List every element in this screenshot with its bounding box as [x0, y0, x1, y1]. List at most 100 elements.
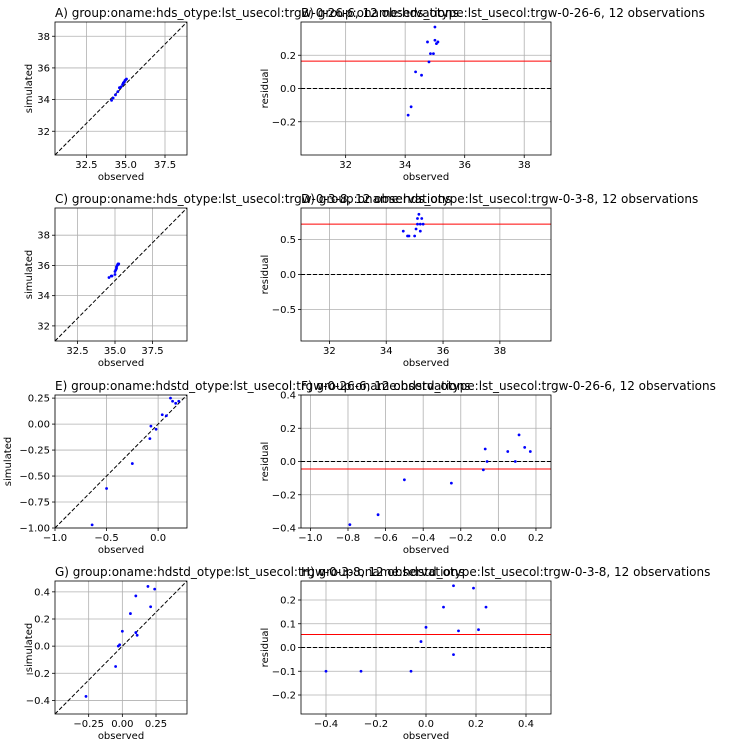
data-point [506, 450, 510, 453]
x-tick-label: 35.0 [104, 346, 126, 357]
data-point [449, 481, 453, 485]
one-to-one-line [55, 208, 187, 341]
plot-frame [54, 21, 188, 156]
data-point [414, 70, 417, 74]
y-tick-label: 0.2 [34, 615, 50, 626]
y-axis-label: simulated [24, 250, 35, 299]
data-point [417, 212, 421, 216]
data-point [84, 694, 88, 698]
y-tick-label: 38 [37, 231, 50, 242]
x-tick-label: 0.2 [528, 533, 544, 544]
data-point [484, 605, 488, 609]
x-tick-label: 32.5 [66, 346, 88, 357]
data-point [113, 273, 117, 276]
x-tick-label: 35.0 [115, 160, 137, 171]
one-to-one-line [55, 581, 187, 714]
y-tick-label: 0.0 [34, 642, 50, 653]
y-tick-label: −0.2 [272, 117, 296, 128]
data-point [485, 460, 489, 463]
x-tick-label: −0.5 [94, 533, 118, 544]
data-point [177, 399, 181, 403]
y-tick-label: 0.00 [28, 420, 50, 431]
data-point [402, 478, 406, 482]
data-point [421, 222, 425, 226]
x-tick-label: −0.4 [314, 719, 338, 730]
y-tick-label: 32 [37, 321, 50, 332]
x-tick-label: 0.0 [150, 533, 166, 544]
data-point [409, 105, 413, 109]
x-tick-label: −1.0 [43, 533, 67, 544]
x-tick-label: −0.25 [73, 719, 104, 730]
data-point [111, 96, 115, 100]
x-tick-label: 38 [493, 346, 506, 357]
data-point [174, 401, 178, 405]
y-tick-label: 0.0 [280, 457, 296, 468]
y-tick-label: 32 [37, 127, 50, 138]
y-axis-label: residual [260, 628, 271, 668]
data-point [513, 460, 517, 463]
x-axis-label: observed [98, 172, 144, 183]
data-point [433, 25, 437, 29]
y-tick-label: −0.75 [19, 498, 50, 509]
x-tick-label: 0.4 [518, 719, 534, 730]
y-tick-label: −0.1 [272, 667, 296, 678]
data-point [452, 584, 455, 588]
data-point [117, 262, 121, 266]
data-point [130, 462, 134, 465]
x-tick-label: −0.2 [364, 719, 388, 730]
x-tick-label: 36 [437, 346, 450, 357]
x-tick-label: −0.4 [411, 533, 435, 544]
data-point [90, 523, 94, 527]
data-point [426, 40, 429, 44]
x-tick-label: 34 [380, 346, 393, 357]
x-tick-label: 37.5 [154, 160, 176, 171]
y-tick-label: 34 [37, 291, 50, 302]
data-point [517, 433, 521, 437]
data-point [134, 594, 138, 598]
x-tick-label: 32 [339, 160, 352, 171]
data-point [129, 612, 132, 615]
panel-6: G) group:oname:hdstd_otype:lst_usecol:tr… [24, 565, 465, 742]
panel-1: B) group:oname:hds_otype:lst_usecol:trgw… [260, 6, 705, 183]
panel-title: H) group:oname:hdstd_otype:lst_usecol:tr… [301, 565, 710, 579]
panel-title: C) group:oname:hds_otype:lst_usecol:trgw… [55, 192, 451, 206]
data-point [413, 234, 417, 238]
data-point [420, 217, 424, 220]
panel-0: A) group:oname:hds_otype:lst_usecol:trgw… [24, 6, 459, 183]
data-point [420, 73, 423, 77]
panel-2: C) group:oname:hds_otype:lst_usecol:trgw… [24, 192, 451, 369]
data-point [153, 587, 157, 591]
y-tick-label: −0.4 [272, 524, 296, 535]
panel-title: E) group:oname:hdstd_otype:lst_usecol:tr… [55, 379, 471, 393]
y-tick-label: −0.5 [272, 305, 296, 316]
data-point [452, 653, 455, 657]
data-point [523, 445, 527, 449]
y-tick-label: 36 [37, 63, 50, 74]
x-tick-label: 0.00 [111, 719, 133, 730]
y-tick-label: 36 [37, 261, 50, 272]
data-point [149, 424, 153, 428]
data-point [134, 631, 138, 634]
y-axis-label: simulated [24, 623, 35, 672]
data-point [114, 665, 118, 668]
x-axis-label: observed [403, 358, 449, 369]
panel-title: F) group:oname:hdstd_otype:lst_usecol:tr… [301, 379, 716, 393]
data-point [416, 217, 419, 220]
data-point [114, 93, 117, 97]
data-point [429, 52, 432, 55]
data-point [457, 629, 460, 633]
x-tick-label: −1.0 [298, 533, 322, 544]
y-tick-label: 0.2 [280, 596, 296, 607]
data-point [442, 605, 445, 609]
one-to-one-line [55, 22, 187, 155]
x-tick-label: 38 [518, 160, 531, 171]
y-tick-label: 0.0 [280, 643, 296, 654]
data-point [110, 98, 113, 102]
data-point [418, 229, 422, 233]
data-point [477, 628, 480, 632]
x-axis-label: observed [403, 731, 449, 742]
y-tick-label: −0.25 [19, 446, 50, 457]
panel-3: D) group:oname:hds_otype:lst_usecol:trgw… [260, 192, 698, 369]
y-axis-label: residual [260, 442, 271, 482]
y-tick-label: −0.2 [26, 669, 50, 680]
